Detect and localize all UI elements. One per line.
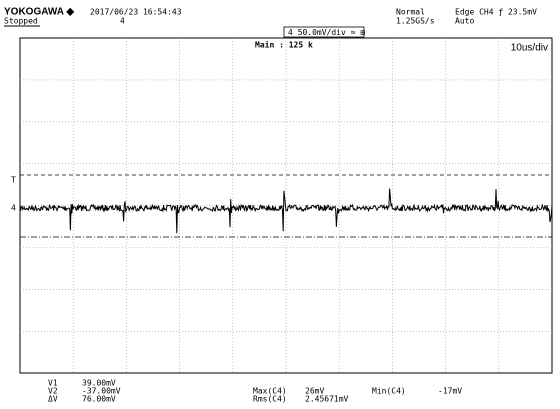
sample-rate: 1.25GS/s: [396, 17, 435, 26]
status: Stopped: [4, 17, 38, 26]
brand: YOKOGAWA ◆: [4, 7, 74, 18]
waveform-trace: [19, 188, 553, 234]
ground-marker: 4: [11, 204, 16, 213]
stat-label: Rms(C4): [253, 395, 287, 404]
datetime: 2017/06/23 16:54:43: [90, 8, 182, 17]
cursor-label: V2: [48, 387, 58, 396]
cursor-label: ΔV: [48, 395, 58, 404]
acquisition: Normal: [396, 8, 425, 17]
stat-label: Min(C4): [372, 387, 406, 396]
channel-scale: 4 50.0mV/div ≈ ⊞: [288, 28, 365, 37]
graticule-frame: [19, 37, 553, 374]
graticule: [20, 38, 552, 373]
zoom-label: Main : 125 k: [255, 40, 313, 50]
stat-value: 2.45671mV: [305, 395, 349, 404]
cursor-value: 76.00mV: [82, 395, 116, 404]
measurements: V1 39.00mV V2 -37.00mV ΔV 76.00mV Max(C4) 26mV R…: [48, 379, 462, 404]
trigger-level-marker: T: [11, 176, 16, 185]
cursor-value: 39.00mV: [82, 379, 116, 388]
cursor-label: V1: [48, 379, 58, 388]
channel-box: [283, 26, 365, 38]
cursor-value: -37.00mV: [82, 387, 121, 396]
timebase: 10us/div: [511, 43, 548, 54]
trigger-mode: Auto: [455, 17, 474, 26]
channel-marker: 4: [120, 17, 125, 26]
stat-label: Max(C4): [253, 387, 287, 396]
trigger: Edge CH4 ƒ 23.5mV: [455, 8, 537, 17]
stat-value: 26mV: [305, 387, 324, 396]
stat-value: -17mV: [438, 387, 462, 396]
